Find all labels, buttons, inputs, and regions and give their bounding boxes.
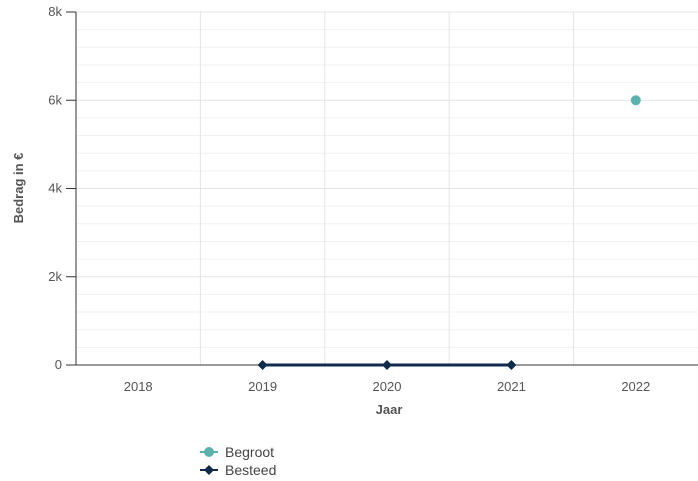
data-point[interactable]: [506, 360, 517, 370]
legend-label: Begroot: [225, 444, 274, 460]
y-tick-label: 8k: [48, 4, 62, 19]
x-tick-label: 2018: [124, 379, 153, 394]
series: [257, 95, 641, 370]
legend[interactable]: Begroot Besteed: [200, 444, 276, 478]
data-point[interactable]: [382, 360, 392, 370]
y-tick-label: 2k: [48, 269, 62, 284]
legend-label: Besteed: [225, 462, 276, 478]
x-axis-title: Jaar: [376, 402, 403, 417]
x-axis-ticks: 2018 2019 2020 2021 2022: [124, 379, 651, 394]
x-tick-label: 2020: [373, 379, 402, 394]
legend-marker: [204, 447, 214, 457]
y-tick-label: 4k: [48, 181, 62, 196]
legend-item-begroot[interactable]: Begroot: [200, 444, 274, 460]
y-tick-label: 0: [55, 357, 62, 372]
y-axis-title: Bedrag in €: [11, 153, 26, 224]
series-begroot: [630, 95, 641, 106]
data-point[interactable]: [257, 360, 268, 370]
x-tick-label: 2019: [248, 379, 277, 394]
data-point[interactable]: [630, 95, 641, 106]
legend-marker: [204, 465, 214, 475]
x-tick-label: 2021: [497, 379, 526, 394]
series-besteed: [257, 360, 517, 370]
y-tick-label: 6k: [48, 92, 62, 107]
legend-item-besteed[interactable]: Besteed: [200, 462, 276, 478]
x-tick-label: 2022: [621, 379, 650, 394]
y-axis-ticks: 0 2k 4k 6k 8k: [48, 4, 76, 372]
grid: [76, 11, 698, 366]
